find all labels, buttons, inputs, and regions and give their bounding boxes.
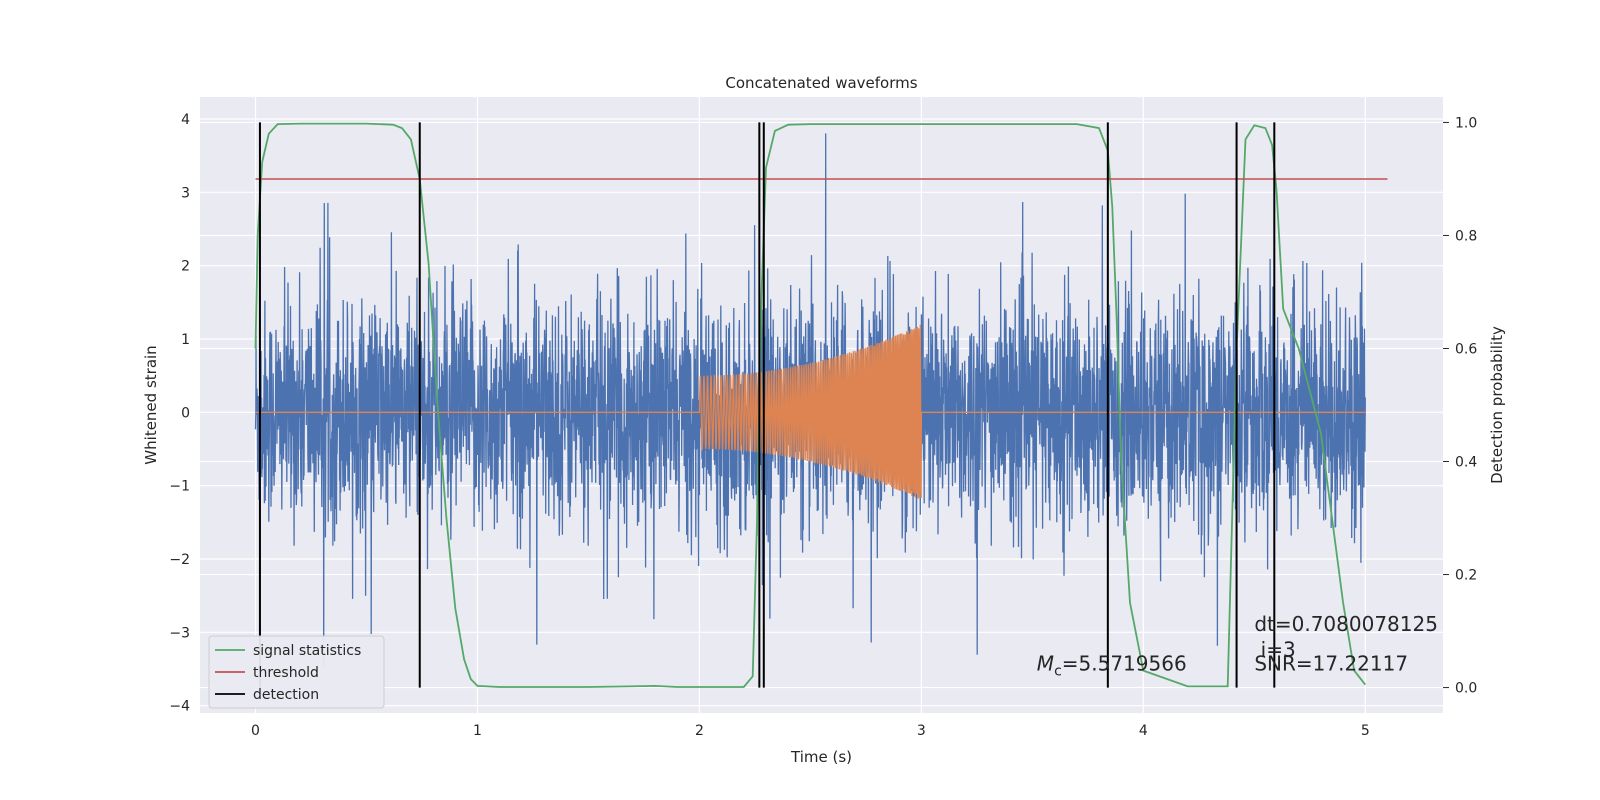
series-layer — [254, 122, 1388, 688]
y-tick-label: 3 — [181, 185, 190, 201]
y-axis-label: Whitened strain — [142, 345, 160, 464]
x-axis-ticks: 0 1 2 3 4 5 — [251, 723, 1370, 739]
y-right-tick-label: 1.0 — [1455, 115, 1477, 131]
y-tick-label: 2 — [181, 259, 190, 275]
annotation-dt: dt=0.7080078125 — [1254, 612, 1438, 636]
annotation-symbol: M — [1037, 652, 1054, 676]
legend: signal statistics threshold detection — [208, 635, 385, 709]
legend-label: threshold — [253, 665, 319, 681]
y-right-tick-label: 0.2 — [1455, 568, 1477, 584]
y-axis-ticks: −4 −3 −2 −1 0 1 2 3 4 — [169, 112, 190, 715]
y-tick-label: 1 — [181, 332, 190, 348]
y-right-tick-label: 0.6 — [1455, 341, 1477, 357]
y-tick-label: 0 — [181, 405, 190, 421]
detection-lines — [258, 122, 1276, 688]
series-line-signal-statistics — [254, 122, 1367, 688]
y-tick-label: −1 — [169, 479, 190, 495]
y-tick-label: −3 — [169, 625, 190, 641]
series-line-waveform — [255, 324, 1366, 499]
x-tick-label: 4 — [1139, 723, 1148, 739]
y-tick-label: −2 — [169, 552, 190, 568]
x-tick-label: 5 — [1361, 723, 1370, 739]
y-tick-label: −4 — [169, 699, 190, 715]
annotation-subscript: c — [1054, 664, 1062, 680]
y-tick-label: 4 — [181, 112, 190, 128]
x-tick-label: 1 — [473, 723, 482, 739]
y-right-tick-label: 0.4 — [1455, 455, 1477, 471]
legend-label: detection — [253, 687, 319, 703]
annotation-value: =5.5719566 — [1062, 652, 1187, 676]
y-right-axis-ticks: 0.0 0.2 0.4 0.6 0.8 1.0 — [1443, 115, 1477, 697]
y-right-tick-label: 0.0 — [1455, 681, 1477, 697]
y-right-tick-label: 0.8 — [1455, 228, 1477, 244]
annotation-i: i=3 — [1254, 637, 1295, 661]
annotation-mc: Mc=5.5719566 — [1037, 652, 1187, 680]
chart-title: Concatenated waveforms — [725, 74, 917, 92]
x-tick-label: 3 — [917, 723, 926, 739]
legend-box — [208, 635, 385, 709]
legend-label: signal statistics — [253, 643, 361, 659]
annotation-snr: SNR=17.22117 — [1254, 652, 1408, 676]
x-axis-label: Time (s) — [790, 748, 852, 766]
y-right-axis-label: Detection probability — [1488, 326, 1506, 484]
x-tick-label: 2 — [695, 723, 704, 739]
annotations: Mc=5.5719566 dt=0.7080078125 i=3SNR=17.22… — [1037, 612, 1438, 680]
x-tick-label: 0 — [251, 723, 260, 739]
